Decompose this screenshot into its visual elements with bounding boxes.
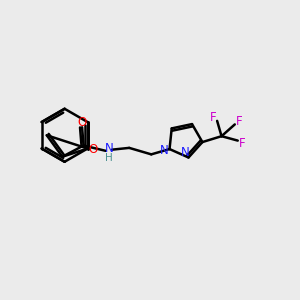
Text: O: O bbox=[78, 116, 87, 129]
Text: F: F bbox=[238, 137, 245, 150]
Text: N: N bbox=[105, 142, 113, 155]
Text: N: N bbox=[181, 146, 190, 159]
Text: O: O bbox=[88, 143, 98, 157]
Text: F: F bbox=[236, 115, 242, 128]
Text: F: F bbox=[210, 110, 216, 124]
Text: H: H bbox=[105, 153, 113, 163]
Text: N: N bbox=[160, 144, 169, 157]
